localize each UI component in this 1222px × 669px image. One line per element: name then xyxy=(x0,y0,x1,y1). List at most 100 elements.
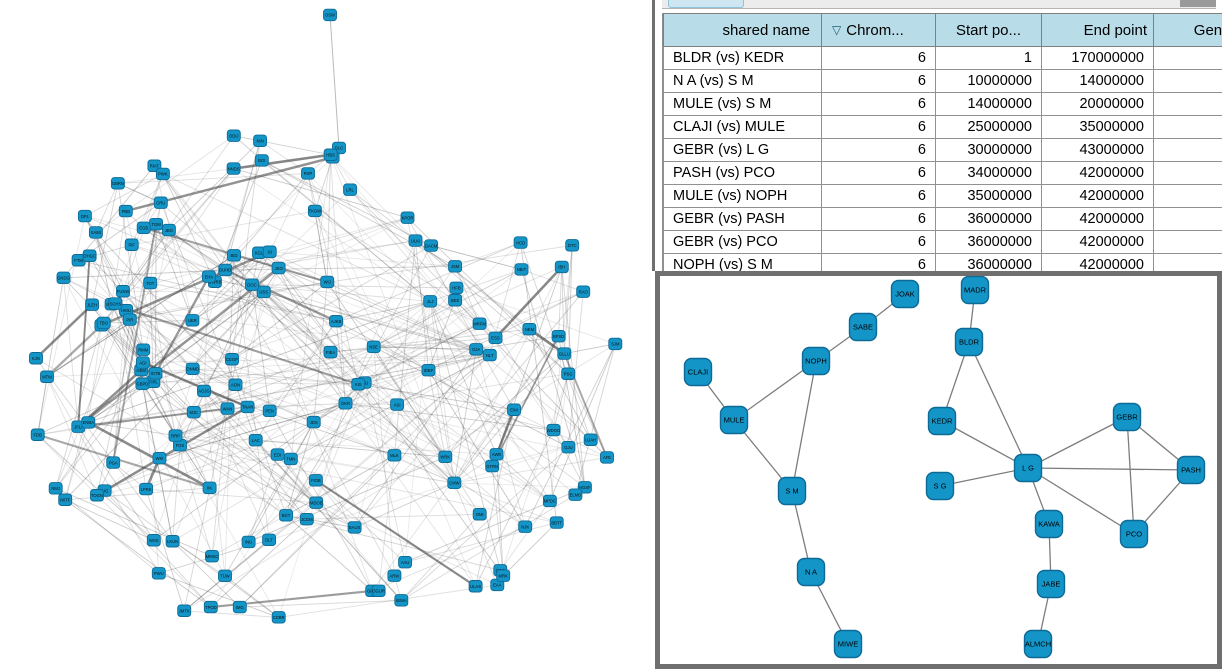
hairball-node[interactable]: UER xyxy=(185,314,200,327)
hairball-node[interactable]: LPRK xyxy=(139,482,154,496)
hairball-node[interactable]: OJA xyxy=(469,343,484,356)
hairball-node[interactable]: DTC xyxy=(565,239,580,252)
table-cell[interactable]: 6 xyxy=(821,115,936,139)
hairball-node[interactable]: PBB xyxy=(118,204,133,218)
hairball-node[interactable]: AAU xyxy=(398,555,413,569)
hairball-node[interactable]: WDOO xyxy=(546,423,561,437)
table-cell[interactable]: 30000000 xyxy=(935,138,1042,162)
hairball-node[interactable]: MRK xyxy=(496,569,511,582)
column-header-chromosome[interactable]: ▽ Chrom... xyxy=(821,13,936,47)
hairball-node[interactable]: ELMD xyxy=(568,488,583,501)
hairball-node[interactable]: IBWA xyxy=(394,594,409,607)
hairball-node[interactable]: WRK xyxy=(438,450,453,464)
table-cell[interactable]: 1 xyxy=(935,46,1042,70)
hairball-node[interactable]: CDBR xyxy=(271,611,286,624)
hairball-node[interactable]: HBS xyxy=(323,148,338,161)
table-cell[interactable]: 6 xyxy=(821,207,936,231)
hairball-node[interactable]: BID xyxy=(227,249,241,262)
network-node-SABE[interactable]: SABE xyxy=(848,312,878,342)
hairball-node[interactable]: IGTB xyxy=(148,367,163,380)
table-row[interactable]: PASH (vs) PCO6340000004200000011.4 xyxy=(663,161,1222,185)
column-header-genetic[interactable]: Genetic... xyxy=(1153,13,1222,47)
hairball-node[interactable]: OMI xyxy=(472,508,487,521)
hairball-node[interactable]: AOJG xyxy=(197,384,211,398)
hairball-node[interactable]: NMJ xyxy=(48,482,63,495)
hairball-node[interactable]: NLT xyxy=(482,348,497,362)
table-cell[interactable]: 16.9 xyxy=(1153,138,1222,162)
hairball-node[interactable]: IMG xyxy=(232,600,247,614)
hairball-node[interactable]: WSS xyxy=(146,534,161,547)
table-cell[interactable]: GEBR (vs) L G xyxy=(663,138,822,162)
hairball-node[interactable]: OGUR xyxy=(371,584,386,598)
table-cell[interactable]: 36000000 xyxy=(935,230,1042,254)
hairball-node[interactable]: PWK xyxy=(155,167,170,181)
column-header-shared-name[interactable]: shared name xyxy=(663,13,822,47)
hairball-node[interactable]: NJK xyxy=(518,520,533,533)
hairball-node[interactable]: FIOB xyxy=(308,474,323,487)
network-node-JOAK[interactable]: JOAK xyxy=(890,279,920,309)
network-node-SG[interactable]: S G xyxy=(925,471,955,501)
hairball-node[interactable]: JDS xyxy=(306,415,321,429)
table-cell[interactable]: MULE (vs) S M xyxy=(663,92,822,116)
hairball-node[interactable]: PIR xyxy=(122,313,137,326)
network-node-NA[interactable]: N A xyxy=(796,557,826,587)
table-cell[interactable]: GEBR (vs) PASH xyxy=(663,207,822,231)
hairball-node[interactable]: TMN xyxy=(283,452,298,466)
hairball-node[interactable]: DUHD xyxy=(218,263,233,277)
hairball-node[interactable]: CRU xyxy=(153,196,168,209)
network-edge-NOPH-SM[interactable] xyxy=(791,360,817,492)
dense-network-canvas[interactable]: OSWDLCRMMFIPLRIATPWKFTMWKIAWECOCPBBAONIB… xyxy=(0,0,650,669)
network-node-SM[interactable]: S M xyxy=(777,476,807,506)
table-cell[interactable]: 35000000 xyxy=(935,184,1042,208)
table-cell[interactable]: 36000000 xyxy=(935,207,1042,231)
network-edge-BLDR-LG[interactable] xyxy=(968,341,1029,469)
hairball-node[interactable]: GNDG xyxy=(56,271,71,285)
hairball-node[interactable]: LAC xyxy=(248,433,263,447)
hairball-node[interactable]: NIN xyxy=(253,134,268,148)
hairball-node[interactable]: AFE xyxy=(600,451,614,464)
table-cell[interactable]: 14000000 xyxy=(1041,69,1154,93)
horizontal-scrollbar-thumb[interactable] xyxy=(668,0,744,8)
hairball-node[interactable]: RMM xyxy=(136,343,151,356)
network-node-MADR[interactable]: MADR xyxy=(960,276,990,305)
hairball-node[interactable]: FGS xyxy=(173,438,187,452)
column-header-start-position[interactable]: Start po... xyxy=(935,13,1042,47)
hairball-node[interactable]: JLEH xyxy=(85,298,100,311)
hairball-node[interactable]: HCD xyxy=(513,236,528,249)
hairball-node[interactable]: GBPD xyxy=(135,377,150,390)
hairball-node[interactable]: PIF xyxy=(124,238,139,251)
hairball-node[interactable]: FIEA xyxy=(323,345,338,359)
hairball-node[interactable]: WIJ xyxy=(320,275,335,289)
hairball-node[interactable]: SCHS xyxy=(108,297,123,310)
hairball-node[interactable]: WAN xyxy=(220,402,235,415)
hairball-node[interactable]: EIM xyxy=(507,403,521,416)
table-row[interactable]: MULE (vs) NOPH6350000004200000010.5 xyxy=(663,184,1222,208)
network-edge-LG-PASH[interactable] xyxy=(1027,467,1192,471)
hairball-node[interactable]: FDB xyxy=(30,428,45,441)
network-node-PCO[interactable]: PCO xyxy=(1119,519,1149,549)
hairball-node[interactable]: BGI xyxy=(254,154,269,167)
hairball-node[interactable]: ASI xyxy=(390,398,405,411)
hairball-node[interactable]: IIK xyxy=(202,481,217,495)
hairball-node[interactable]: BGT xyxy=(279,509,294,522)
hairball-node[interactable]: DOC xyxy=(245,278,259,291)
hairball-node[interactable]: ONMD xyxy=(185,362,200,376)
network-node-NOPH[interactable]: NOPH xyxy=(801,346,831,376)
table-cell[interactable]: 8.9 xyxy=(1153,207,1222,231)
hairball-node[interactable]: JSO xyxy=(271,261,286,275)
column-header-end-point[interactable]: End point xyxy=(1041,13,1154,47)
hairball-node[interactable]: AWE xyxy=(489,448,504,461)
table-cell[interactable]: 6.6 xyxy=(1153,69,1222,93)
network-edge-LG-GEBR[interactable] xyxy=(1027,416,1128,469)
hairball-node[interactable]: MDOB xyxy=(309,496,324,509)
hairball-node[interactable]: KJN xyxy=(29,352,43,365)
table-cell[interactable]: 6 xyxy=(821,161,936,185)
table-row[interactable]: BLDR (vs) KEDR61170000000192.0 xyxy=(663,46,1222,70)
table-cell[interactable]: 6 xyxy=(821,46,936,70)
network-node-PASH[interactable]: PASH xyxy=(1176,455,1206,485)
hairball-node[interactable]: TOT xyxy=(143,276,158,290)
table-cell[interactable]: BLDR (vs) KEDR xyxy=(663,46,822,70)
hairball-node[interactable]: IBH xyxy=(554,260,569,274)
hairball-node[interactable]: SAMI xyxy=(88,226,103,239)
table-cell[interactable]: 10000000 xyxy=(935,69,1042,93)
